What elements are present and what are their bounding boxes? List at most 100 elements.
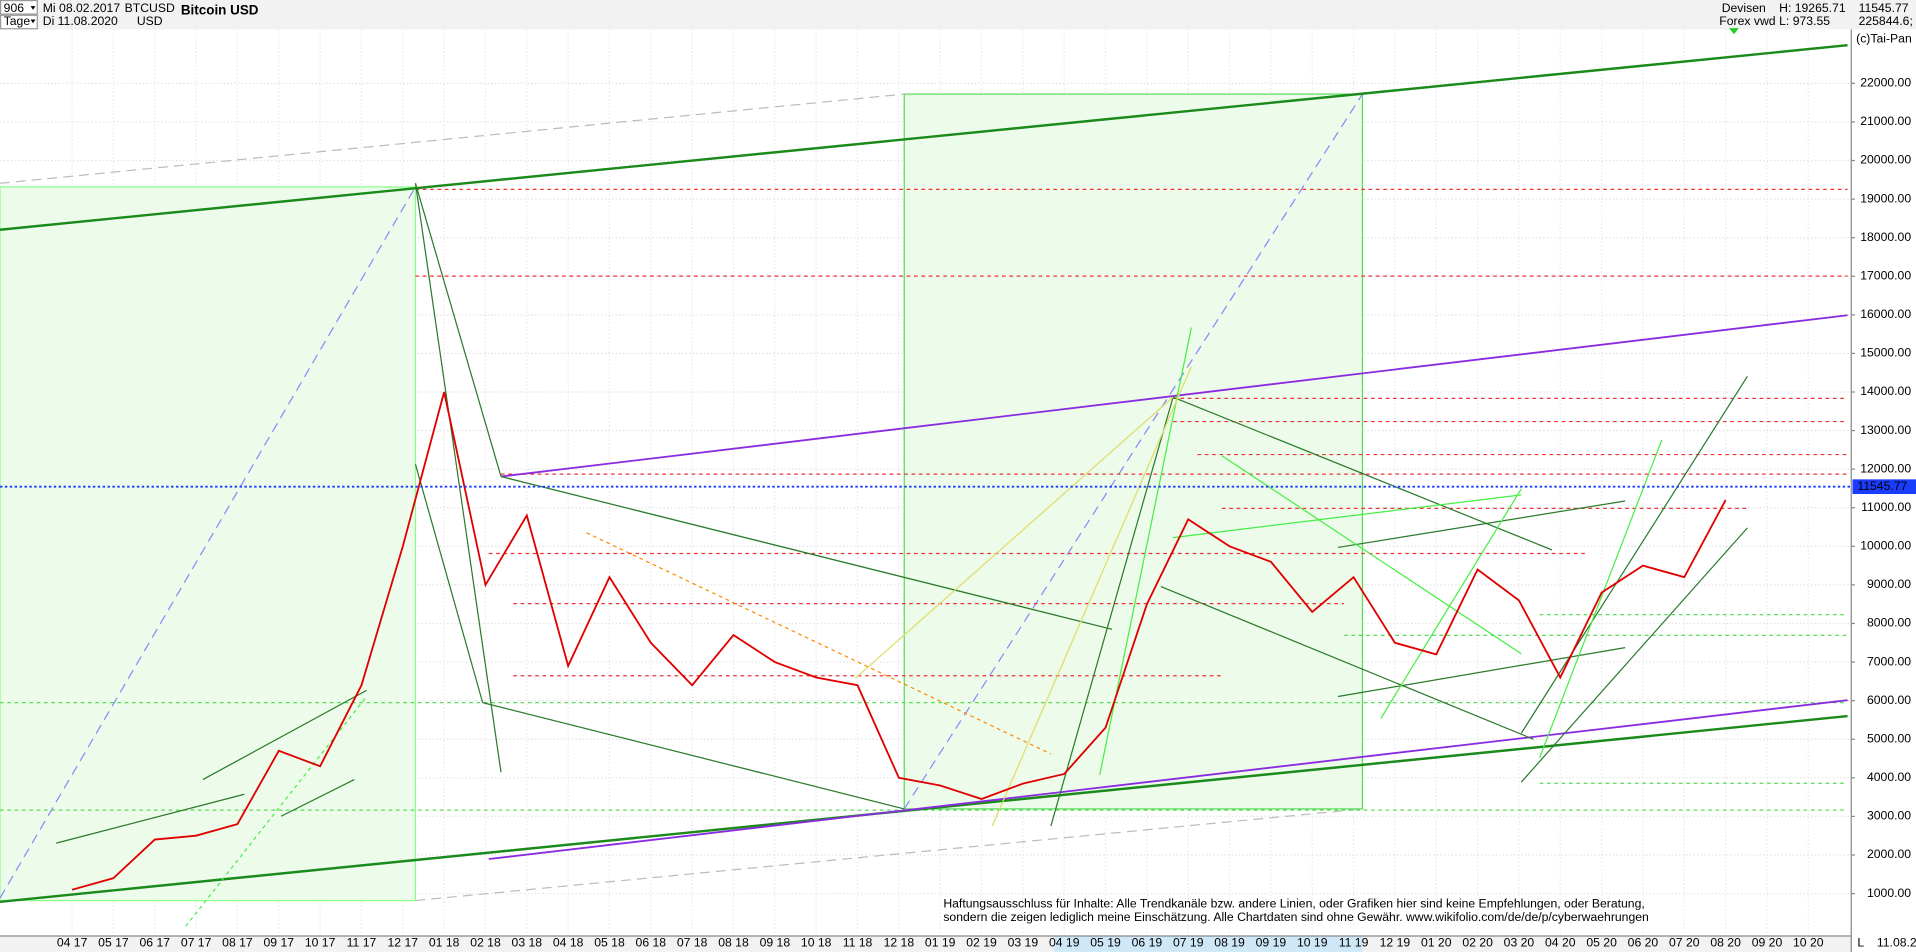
- x-tick-label: 02 18: [470, 936, 501, 950]
- y-tick-label: 12000.00: [1860, 461, 1911, 475]
- trend: [414, 183, 502, 477]
- y-tick-label: 1000.00: [1867, 886, 1911, 900]
- y-tick-label: 5000.00: [1867, 731, 1911, 745]
- trend: [903, 93, 1363, 810]
- y-tick-label: 2000.00: [1867, 847, 1911, 861]
- x-tick-label: 06 17: [139, 936, 170, 950]
- y-tick-label: 14000.00: [1860, 384, 1911, 398]
- x-tick-label: 10 17: [305, 936, 336, 950]
- y-tick-label: 7000.00: [1867, 654, 1911, 668]
- y-tick-label: 20000.00: [1860, 153, 1911, 167]
- y-tick-label: 17000.00: [1860, 268, 1911, 282]
- x-tick-label: 07 17: [181, 936, 212, 950]
- y-tick-label: 16000.00: [1860, 307, 1911, 321]
- x-tick-label: 04 20: [1545, 936, 1576, 950]
- symbol: BTCUSD: [125, 1, 175, 15]
- x-tick-label: 12 19: [1380, 936, 1411, 950]
- y-tick-label: 21000.00: [1860, 114, 1911, 128]
- trend: [482, 702, 905, 810]
- y-tick-label: 4000.00: [1867, 770, 1911, 784]
- low: L: 973.55: [1779, 14, 1830, 28]
- last-price-label: 11545.77: [1857, 479, 1907, 493]
- dropdown-arrow: [30, 19, 36, 24]
- trend: [1539, 439, 1663, 758]
- x-tick-label: 06 20: [1628, 936, 1659, 950]
- x-tick-label: 03 20: [1504, 936, 1535, 950]
- channel: [0, 43, 1848, 231]
- trend: [56, 793, 245, 844]
- x-tick-label: 03 18: [512, 936, 543, 950]
- y-tick-label: 22000.00: [1860, 76, 1911, 90]
- x-tick-label: 05 19: [1090, 936, 1121, 950]
- trend: [1520, 527, 1748, 783]
- x-tick-label: 09 20: [1752, 936, 1783, 950]
- y-tick-label: 3000.00: [1867, 809, 1911, 823]
- x-tick-label: 10 18: [801, 936, 832, 950]
- header-bar: [0, 0, 1916, 30]
- x-tick-label: 10 19: [1297, 936, 1328, 950]
- volume: 225844.6;: [1859, 14, 1913, 28]
- y-tick-label: 15000.00: [1860, 346, 1911, 360]
- trend: [1221, 455, 1522, 655]
- x-tick-label: 01 20: [1421, 936, 1452, 950]
- x-tick-label: 05 18: [594, 936, 625, 950]
- x-tick-label: 05 17: [98, 936, 129, 950]
- trend: [0, 186, 416, 899]
- last: 11545.77: [1859, 1, 1909, 15]
- last-price-box: [1852, 479, 1916, 495]
- x-tick-label: 04 18: [553, 936, 584, 950]
- period: 906: [4, 1, 25, 15]
- date-from: Mi 08.02.2017: [43, 1, 121, 15]
- x-tick-label: 12 17: [388, 936, 419, 950]
- unit-select[interactable]: [0, 14, 38, 30]
- end-date: 11.08.20: [1877, 936, 1916, 950]
- trend: [1520, 376, 1748, 734]
- x-tick-label: 01 19: [925, 936, 956, 950]
- x-tick-label: 01 18: [429, 936, 460, 950]
- trend: [414, 464, 484, 703]
- trend: [1172, 494, 1522, 539]
- x-tick-label: 10 20: [1793, 936, 1824, 950]
- trend: [500, 475, 1113, 630]
- high: H: 19265.71: [1779, 1, 1846, 15]
- disclaimer: sondern die zeigen lediglich meine Einsc…: [943, 910, 1649, 924]
- trend: [1172, 396, 1553, 551]
- x-tick-label: 04 17: [57, 936, 88, 950]
- market: Devisen: [1722, 1, 1766, 15]
- x-tick-label: 02 19: [966, 936, 997, 950]
- trend: [1380, 488, 1522, 719]
- marker: [1729, 28, 1739, 35]
- y-tick-label: 8000.00: [1867, 616, 1911, 630]
- unit: Tage: [4, 14, 31, 28]
- y-tick-label: 10000.00: [1860, 539, 1911, 553]
- trend: [202, 689, 367, 781]
- x-tick-label: 09 18: [760, 936, 791, 950]
- x-tick-label: 09 17: [264, 936, 295, 950]
- currency: USD: [137, 14, 163, 28]
- x-tick-label: 07 20: [1669, 936, 1700, 950]
- trend: [0, 93, 905, 184]
- y-tick-label: 18000.00: [1860, 230, 1911, 244]
- x-tick-label: 07 18: [677, 936, 708, 950]
- trend: [414, 183, 502, 773]
- x-tick-label: 06 19: [1132, 936, 1163, 950]
- x-tick-label: 02 20: [1462, 936, 1493, 950]
- x-tick-label: 06 18: [636, 936, 667, 950]
- disclaimer: Haftungsausschluss für Inhalte: Alle Tre…: [943, 896, 1644, 910]
- x-axis-bar: [0, 936, 1852, 952]
- x-tick-label: 11 19: [1339, 936, 1369, 950]
- trend: [854, 396, 1174, 679]
- date-to: Di 11.08.2020: [43, 14, 118, 28]
- trend: [1050, 396, 1174, 827]
- x-tick-label: 12 18: [884, 936, 915, 950]
- x-tick-label: 09 19: [1256, 936, 1287, 950]
- trend: [1160, 585, 1534, 740]
- period-select[interactable]: [0, 0, 38, 15]
- x-axis-highlight: [1054, 936, 1363, 952]
- x-tick-label: 03 19: [1008, 936, 1039, 950]
- chart-title: Bitcoin USD: [181, 3, 259, 18]
- channel: [500, 314, 1848, 478]
- x-tick-label: 04 19: [1049, 936, 1080, 950]
